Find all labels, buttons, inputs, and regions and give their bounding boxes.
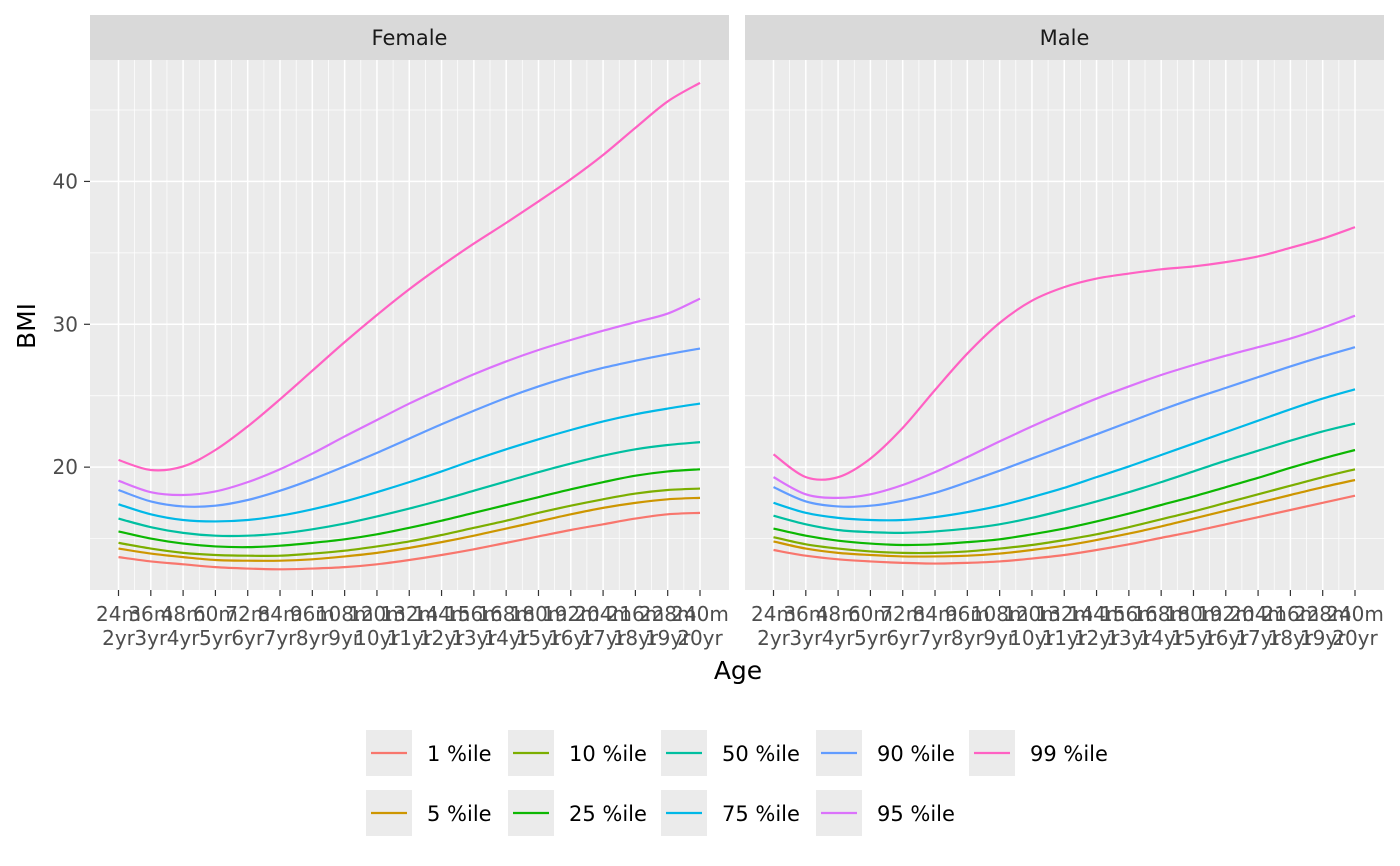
series-line-5ile [118,496,701,562]
x-tick-label: 180m 15yr [1165,602,1223,650]
legend-item: 99 %ile [969,730,1108,776]
series-line-5ile [773,478,1356,558]
series-line-25ile [118,468,701,549]
legend-label: 99 %ile [1030,742,1108,766]
x-tick-label: 216m 18yr [1262,602,1320,650]
series-line-99ile [772,226,1356,481]
x-tick-label: 96m 8yr [290,602,335,650]
facet-strip-female [90,15,729,60]
x-tick-label: 156m 13yr [445,602,503,650]
x-tick-label: 84m 7yr [258,602,303,650]
x-tick-label: 84m 7yr [913,602,958,650]
series-line-75ile [773,388,1356,522]
x-tick-label: 72m 6yr [880,602,925,650]
legend-label: 25 %ile [569,802,647,826]
x-tick-label: 120m 10yr [1003,602,1061,650]
y-axis: 20 30 40 [53,169,90,479]
y-tick-label: 40 [53,169,78,193]
series-line-1ile [773,494,1356,565]
x-tick-label: 72m 6yr [225,602,270,650]
x-tick-label: 36m 3yr [128,602,173,650]
series-lines-male [772,226,1356,565]
x-tick-label: 48m 4yr [816,602,861,650]
x-axis-title: Age [714,656,762,685]
x-tick-label: 228m 19yr [639,602,697,650]
legend-item: 75 %ile [661,790,800,836]
facet-panel-female: Female [90,15,729,590]
x-tick-label: 108m 9yr [971,602,1029,650]
facet-panels: Female Male [90,15,1384,590]
x-tick-label: 156m 13yr [1100,602,1158,650]
legend-item: 50 %ile [661,730,800,776]
legend-item: 10 %ile [508,730,647,776]
legend-label: 10 %ile [569,742,647,766]
legend-item: 1 %ile [366,730,492,776]
legend-item: 25 %ile [508,790,647,836]
series-line-50ile [118,441,701,538]
x-tick-label: 192m 16yr [1197,602,1255,650]
series-line-25ile [773,448,1356,547]
x-tick-label: 204m 17yr [1229,602,1287,650]
y-tick-label: 20 [53,455,78,479]
y-tick-label: 30 [53,312,78,336]
x-tick-label: 144m 12yr [1068,602,1126,650]
x-tick-label: 240m 20yr [1326,602,1384,650]
x-tick-label: 132m 11yr [1035,602,1093,650]
series-line-90ile [118,347,701,508]
x-tick-label: 24m 2yr [751,602,796,650]
facet-panel-male: Male [745,15,1384,590]
x-tick-label: 60m 5yr [848,602,893,650]
series-line-10ile [773,468,1356,555]
series-line-95ile [772,314,1356,499]
series-line-75ile [118,402,701,523]
facet-strip-label: Male [1040,26,1090,50]
x-tick-label: 240m 20yr [671,602,729,650]
facet-strip-label: Female [372,26,448,50]
x-tick-label: 60m 5yr [193,602,238,650]
legend-label: 5 %ile [427,802,492,826]
x-tick-label: 24m 2yr [96,602,141,650]
legend-item: 5 %ile [366,790,492,836]
legend: 1 %ile 10 %ile 50 %ile 90 %ile 99 %ile 5 %ile… [366,730,1108,836]
x-tick-label: 132m 11yr [380,602,438,650]
x-tick-label: 120m 10yr [348,602,406,650]
x-tick-label: 168m 14yr [1132,602,1190,650]
series-line-10ile [118,487,701,557]
legend-label: 90 %ile [877,742,955,766]
x-tick-label: 180m 15yr [510,602,568,650]
legend-label: 50 %ile [722,742,800,766]
x-tick-label: 168m 14yr [477,602,535,650]
legend-label: 1 %ile [427,742,492,766]
facet-strip-male [745,15,1384,60]
x-tick-label: 228m 19yr [1294,602,1352,650]
x-tick-label: 48m 4yr [161,602,206,650]
series-line-50ile [773,422,1356,534]
series-line-90ile [773,346,1356,508]
x-tick-label: 144m 12yr [413,602,471,650]
x-tick-label: 36m 3yr [783,602,828,650]
series-line-1ile [118,511,701,571]
series-line-99ile [118,81,701,472]
series-lines-female [118,81,701,571]
legend-label: 95 %ile [877,802,955,826]
series-line-95ile [118,297,701,497]
legend-label: 75 %ile [722,802,800,826]
y-axis-title: BMI [12,303,41,349]
x-tick-label: 96m 8yr [945,602,990,650]
x-tick-label: 192m 16yr [542,602,600,650]
x-tick-label: 108m 9yr [316,602,374,650]
legend-item: 95 %ile [816,790,955,836]
x-tick-label: 216m 18yr [607,602,665,650]
legend-item: 90 %ile [816,730,955,776]
x-tick-label: 204m 17yr [574,602,632,650]
